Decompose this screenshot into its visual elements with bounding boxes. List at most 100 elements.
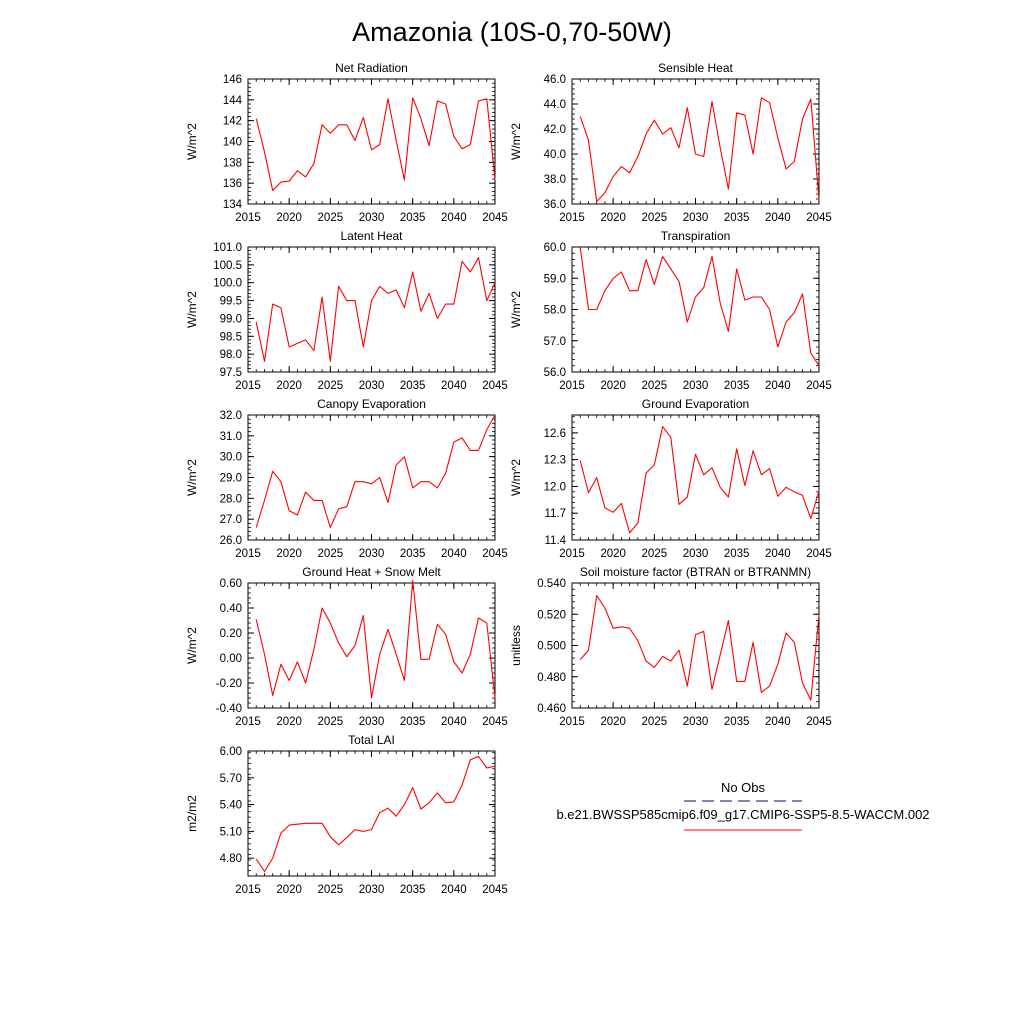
x-tick-label: 2040 — [441, 380, 467, 392]
y-tick-label: 142 — [223, 116, 242, 128]
series-line — [255, 257, 496, 362]
plot-frame — [571, 246, 820, 373]
x-tick-label: 2045 — [482, 212, 508, 224]
series-line — [255, 414, 496, 529]
x-tick-label: 2040 — [765, 716, 791, 728]
x-tick-label: 2035 — [400, 548, 426, 560]
panel: 2015 2020 2025 2030 2035 2040 2045 -0.40 -0.20 0.… — [185, 565, 508, 728]
y-tick-label: -0.40 — [216, 703, 242, 715]
x-tick-label: 2025 — [318, 380, 344, 392]
y-tick-label: 46.0 — [544, 74, 566, 86]
x-tick-label: 2020 — [276, 884, 302, 896]
panel: 2015 2020 2025 2030 2035 2040 2045 0.460 0.480 0.… — [509, 565, 832, 728]
y-tick-label: 32.0 — [220, 410, 242, 422]
panel-title: Ground Evaporation — [642, 397, 749, 411]
panel: 2015 2020 2025 2030 2035 2040 2045 4.80 5.10 5.40… — [185, 733, 508, 896]
series-line — [255, 97, 496, 192]
x-tick-label: 2015 — [235, 212, 261, 224]
x-tick-label: 2040 — [765, 380, 791, 392]
y-tick-label: 0.460 — [537, 703, 566, 715]
x-tick-label: 2040 — [441, 548, 467, 560]
plot-frame — [247, 246, 496, 373]
y-tick-label: 12.0 — [544, 481, 566, 493]
y-tick-label: 0.520 — [537, 609, 566, 621]
x-tick-label: 2030 — [359, 884, 385, 896]
y-tick-label: 59.0 — [544, 273, 566, 285]
series-line — [255, 579, 496, 699]
x-tick-label: 2015 — [559, 212, 585, 224]
y-tick-label: 5.10 — [220, 826, 242, 838]
x-tick-label: 2020 — [600, 716, 626, 728]
x-tick-label: 2045 — [806, 548, 832, 560]
y-tick-label: 5.70 — [220, 773, 242, 785]
y-tick-label: 136 — [223, 178, 242, 190]
y-axis-label: m2/m2 — [185, 795, 199, 832]
panel-title: Ground Heat + Snow Melt — [302, 565, 441, 579]
panel: 2015 2020 2025 2030 2035 2040 2045 26.0 27.0 28.0… — [185, 397, 508, 560]
y-tick-label: 97.5 — [220, 367, 242, 379]
figure-title: Amazonia (10S-0,70-50W) — [352, 17, 672, 47]
x-tick-label: 2030 — [683, 380, 709, 392]
x-tick-label: 2025 — [642, 716, 668, 728]
panel: 2015 2020 2025 2030 2035 2040 2045 11.4 11.7 12.0… — [509, 397, 832, 560]
y-tick-label: 57.0 — [544, 336, 566, 348]
y-tick-label: 100.5 — [213, 260, 242, 272]
y-tick-label: 98.0 — [220, 349, 242, 361]
y-tick-label: 134 — [223, 199, 243, 211]
x-tick-label: 2035 — [724, 380, 750, 392]
plot-frame — [247, 414, 496, 541]
y-tick-label: 29.0 — [220, 473, 242, 485]
x-tick-label: 2035 — [724, 212, 750, 224]
panel-title: Total LAI — [348, 733, 395, 747]
y-tick-label: 44.0 — [544, 99, 566, 111]
x-tick-label: 2040 — [441, 716, 467, 728]
plot-frame — [247, 78, 496, 205]
y-tick-label: 38.0 — [544, 174, 566, 186]
y-tick-label: 0.480 — [537, 672, 566, 684]
x-tick-label: 2015 — [235, 548, 261, 560]
y-tick-label: 36.0 — [544, 199, 566, 211]
y-tick-label: -0.20 — [216, 678, 242, 690]
y-tick-label: 11.4 — [544, 535, 566, 547]
series-line — [579, 97, 820, 203]
y-tick-label: 144 — [223, 95, 243, 107]
y-tick-label: 146 — [223, 74, 242, 86]
y-tick-label: 30.0 — [220, 452, 242, 464]
x-tick-label: 2030 — [359, 716, 385, 728]
x-tick-label: 2020 — [600, 548, 626, 560]
y-tick-label: 42.0 — [544, 124, 566, 136]
y-tick-label: 0.20 — [220, 628, 242, 640]
y-axis-label: unitless — [509, 625, 523, 666]
y-tick-label: 101.0 — [213, 242, 242, 254]
y-tick-label: 40.0 — [544, 149, 566, 161]
panel-title: Latent Heat — [340, 229, 403, 243]
x-tick-label: 2035 — [724, 548, 750, 560]
x-tick-label: 2015 — [559, 380, 585, 392]
x-tick-label: 2030 — [359, 212, 385, 224]
x-tick-label: 2045 — [806, 716, 832, 728]
y-axis-label: W/m^2 — [509, 123, 523, 160]
x-tick-label: 2015 — [235, 716, 261, 728]
x-tick-label: 2030 — [359, 380, 385, 392]
x-tick-label: 2040 — [441, 884, 467, 896]
x-tick-label: 2015 — [235, 380, 261, 392]
x-tick-label: 2030 — [359, 548, 385, 560]
series-line — [579, 594, 820, 701]
y-axis-label: W/m^2 — [509, 459, 523, 496]
y-tick-label: 0.500 — [537, 641, 566, 653]
y-tick-label: 99.5 — [220, 296, 242, 308]
y-tick-label: 0.40 — [220, 603, 242, 615]
x-tick-label: 2015 — [235, 884, 261, 896]
y-tick-label: 98.5 — [220, 331, 242, 343]
panel-title: Net Radiation — [335, 61, 408, 75]
legend-model-label: b.e21.BWSSP585cmip6.f09_g17.CMIP6-SSP5-8… — [556, 807, 929, 822]
x-tick-label: 2045 — [482, 548, 508, 560]
x-tick-label: 2035 — [400, 380, 426, 392]
x-tick-label: 2035 — [724, 716, 750, 728]
x-tick-label: 2040 — [765, 548, 791, 560]
y-tick-label: 99.0 — [220, 313, 242, 325]
y-tick-label: 138 — [223, 157, 242, 169]
x-tick-label: 2045 — [806, 212, 832, 224]
y-tick-label: 5.40 — [220, 800, 242, 812]
